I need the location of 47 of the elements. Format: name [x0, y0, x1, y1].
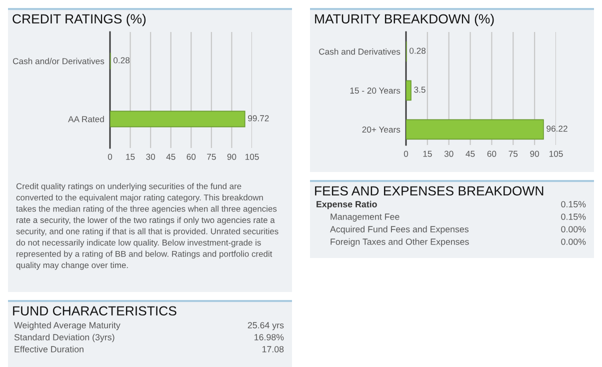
y-tick-label: Cash and/or Derivatives [12, 58, 104, 64]
text: 0.00% [561, 226, 586, 232]
data-label: 96.22 [546, 126, 568, 132]
text: Expense Ratio [316, 200, 377, 210]
x-tick-label: 15 [126, 154, 135, 160]
text: Management Fee [330, 214, 400, 222]
x-tick-label: 0 [108, 154, 112, 160]
x-tick-label: 30 [444, 150, 454, 157]
text: 17.08 [262, 346, 284, 352]
x-tick-label: 105 [245, 154, 259, 160]
x-tick-label: 15 [423, 150, 432, 157]
text: Weighted Average Maturity [14, 322, 120, 330]
chart-title: CREDIT RATINGS (%) [12, 14, 146, 26]
bar [406, 119, 544, 140]
y-tick-label: AA Rated [68, 116, 104, 122]
text: Standard Deviation (3yrs) [14, 334, 114, 342]
text: Effective Duration [14, 346, 84, 352]
x-tick-label: 90 [530, 150, 540, 157]
x-tick-label: 75 [508, 150, 518, 157]
x-tick-label: 105 [549, 150, 563, 157]
x-tick-label: 0 [404, 150, 408, 157]
x-tick-label: 45 [166, 154, 176, 160]
data-label: 3.5 [414, 86, 426, 93]
y-tick-label: 20+ Years [362, 126, 400, 133]
text: Foreign Taxes and Other Expenses [330, 238, 469, 247]
text: 16.98% [254, 334, 284, 340]
x-tick-label: 45 [466, 150, 475, 157]
bar [406, 80, 412, 101]
y-tick-label: Cash and Derivatives [319, 48, 400, 55]
data-label: 0.28 [410, 48, 426, 54]
text: 0.15% [561, 214, 586, 220]
text: Acquired Fund Fees and Expenses [330, 226, 469, 234]
text: FEES AND EXPENSES BREAKDOWN [315, 186, 544, 196]
text: 0.00% [561, 238, 586, 245]
y-tick-label: 15 - 20 Years [350, 88, 400, 94]
x-tick-label: 30 [146, 154, 156, 160]
data-label: 0.28 [113, 57, 130, 64]
text: 25.64 yrs [248, 322, 284, 330]
data-label: 99.72 [248, 115, 269, 122]
x-tick-label: 90 [227, 154, 236, 160]
text: Credit quality ratings on underlying securities of the fund are converted to the equivalent major rating category. This breakdown takes the median rating of the three agencies when all three agencies rate a security, the lower of the two ratings if only two agencies rate a security, and one rating if that is all that is provided. Unrated securities do not necessarily indicate low quality. Below investment-grade is represented by a rating of BB and below. Ratings and portfolio credit quality may change over time. [16, 183, 278, 270]
chart-title: MATURITY BREAKDOWN (%) [315, 14, 494, 26]
x-tick-label: 60 [487, 150, 496, 157]
text: FUND CHARACTERISTICS [13, 306, 176, 316]
x-tick-label: 60 [186, 154, 196, 160]
text: 0.15% [561, 201, 586, 208]
x-tick-label: 75 [207, 154, 216, 160]
